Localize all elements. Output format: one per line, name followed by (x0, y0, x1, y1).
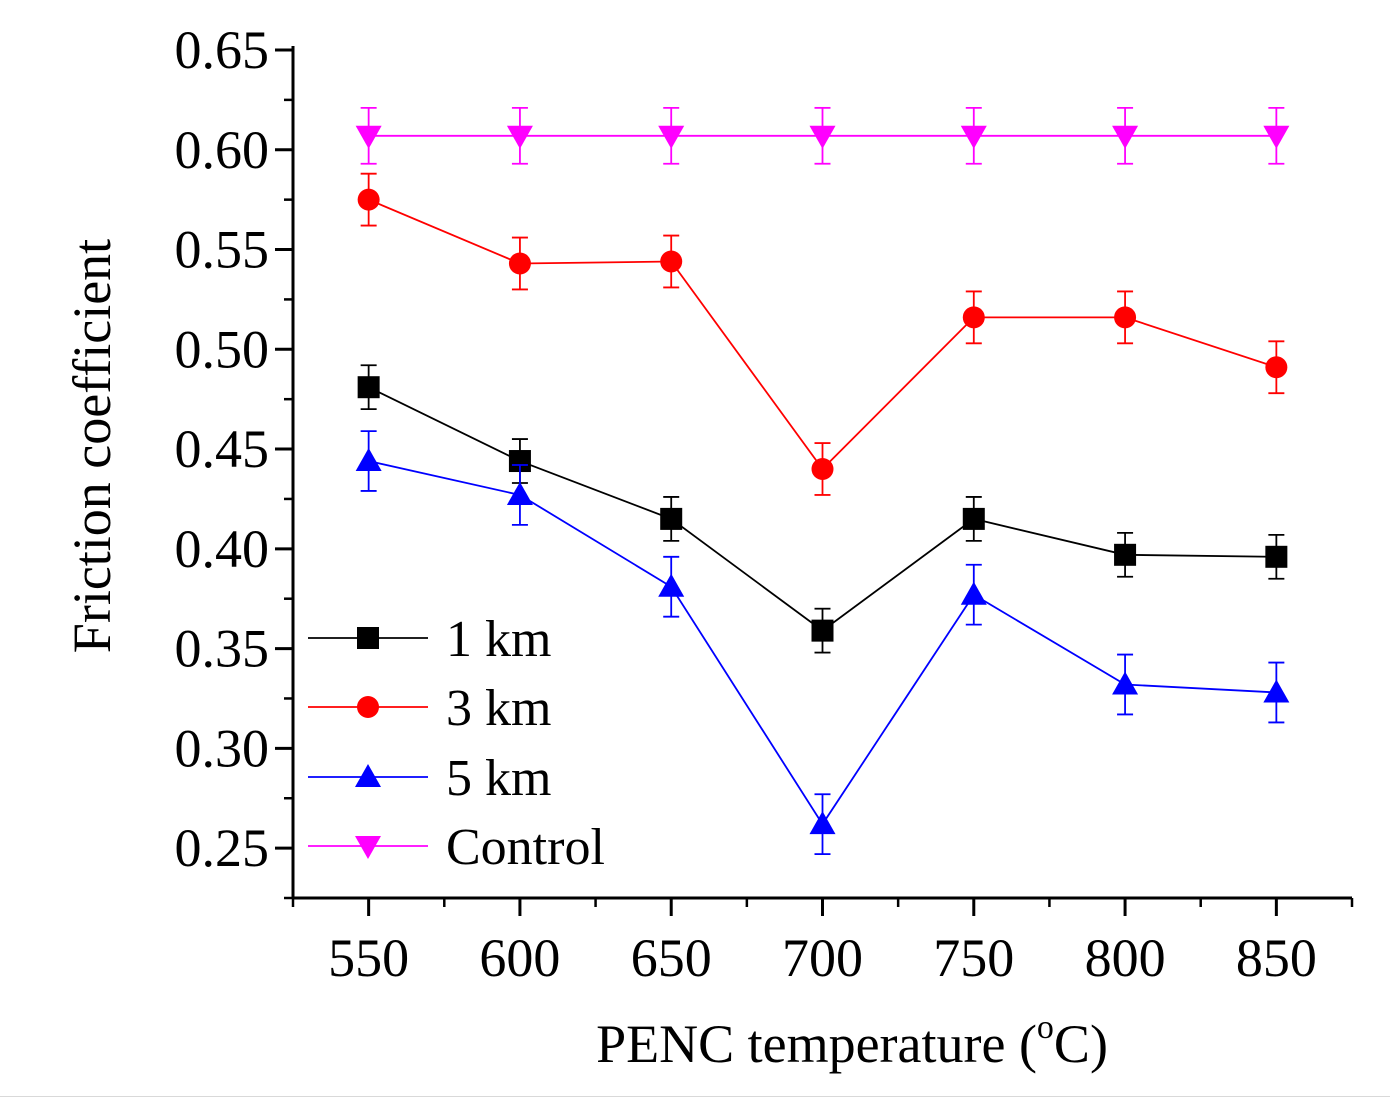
x-axis-label-degree: o (1037, 1009, 1054, 1046)
series-control (355, 106, 1290, 165)
x-tick-label: 750 (933, 928, 1014, 988)
data-point (1114, 543, 1137, 566)
data-point (811, 619, 834, 642)
series-line (368, 198, 1277, 471)
bottom-rule (0, 1096, 1390, 1097)
data-point (357, 376, 380, 399)
data-point (1265, 356, 1288, 379)
x-tick-label: 600 (479, 928, 560, 988)
x-axis-label-unit: C) (1054, 1014, 1108, 1074)
y-tick-label: 0.65 (175, 20, 270, 80)
x-tick-label: 650 (631, 928, 712, 988)
data-point (1114, 306, 1137, 329)
legend-item: 3 km (308, 680, 551, 737)
data-point (355, 448, 382, 472)
data-point (658, 573, 685, 597)
data-point (1265, 545, 1288, 568)
series-3-km (357, 172, 1288, 496)
y-tick-label: 0.25 (175, 818, 270, 878)
x-tick-label: 550 (328, 928, 409, 988)
data-point (1112, 671, 1139, 695)
series-1-km (357, 364, 1288, 654)
data-point (357, 188, 380, 211)
y-tick-label: 0.35 (175, 619, 270, 679)
legend-marker (357, 627, 379, 649)
x-tick-label: 850 (1236, 928, 1317, 988)
y-tick-label: 0.30 (175, 718, 270, 778)
axes: 0.25 0.30 0.35 0.40 0.45 0.50 0.55 0.60 0.65 550 6… (175, 20, 1354, 988)
x-tick-label: 700 (782, 928, 863, 988)
data-point (506, 481, 533, 505)
data-point (1263, 679, 1290, 703)
legend-label: 3 km (446, 680, 551, 737)
data-point (1112, 125, 1139, 149)
y-axis-label: Friction coefficient (62, 239, 122, 653)
legend-marker (355, 764, 381, 787)
series-5-km (355, 430, 1290, 856)
data-point (809, 811, 836, 835)
data-point (508, 252, 531, 275)
x-tick-label: 800 (1085, 928, 1166, 988)
data-point (809, 125, 836, 149)
plot-area (355, 106, 1290, 856)
data-point (960, 581, 987, 605)
data-point (962, 507, 985, 530)
data-point (508, 450, 531, 473)
data-point (1263, 125, 1290, 149)
x-axis-label: PENC temperature (oC) (596, 1009, 1108, 1074)
series-line (368, 386, 1277, 632)
legend-label: Control (446, 819, 605, 876)
data-point (962, 306, 985, 329)
y-tick-label: 0.60 (175, 120, 270, 180)
data-point (660, 507, 683, 530)
legend-marker (357, 696, 379, 718)
legend: 1 km 3 km 5 km Control (308, 611, 605, 876)
y-tick-label: 0.50 (175, 319, 270, 379)
legend-marker (355, 836, 381, 859)
y-tick-label: 0.45 (175, 419, 270, 479)
y-tick-label: 0.40 (175, 519, 270, 579)
y-tick-label: 0.55 (175, 220, 270, 280)
legend-item: Control (308, 819, 605, 876)
data-point (506, 125, 533, 149)
data-point (811, 458, 834, 481)
data-point (658, 125, 685, 149)
legend-label: 1 km (446, 611, 551, 668)
data-point (355, 125, 382, 149)
data-point (660, 250, 683, 273)
legend-label: 5 km (446, 750, 551, 807)
data-point (960, 125, 987, 149)
legend-item: 1 km (308, 611, 551, 668)
x-axis-label-main: PENC temperature ( (596, 1014, 1037, 1074)
legend-item: 5 km (308, 750, 551, 807)
